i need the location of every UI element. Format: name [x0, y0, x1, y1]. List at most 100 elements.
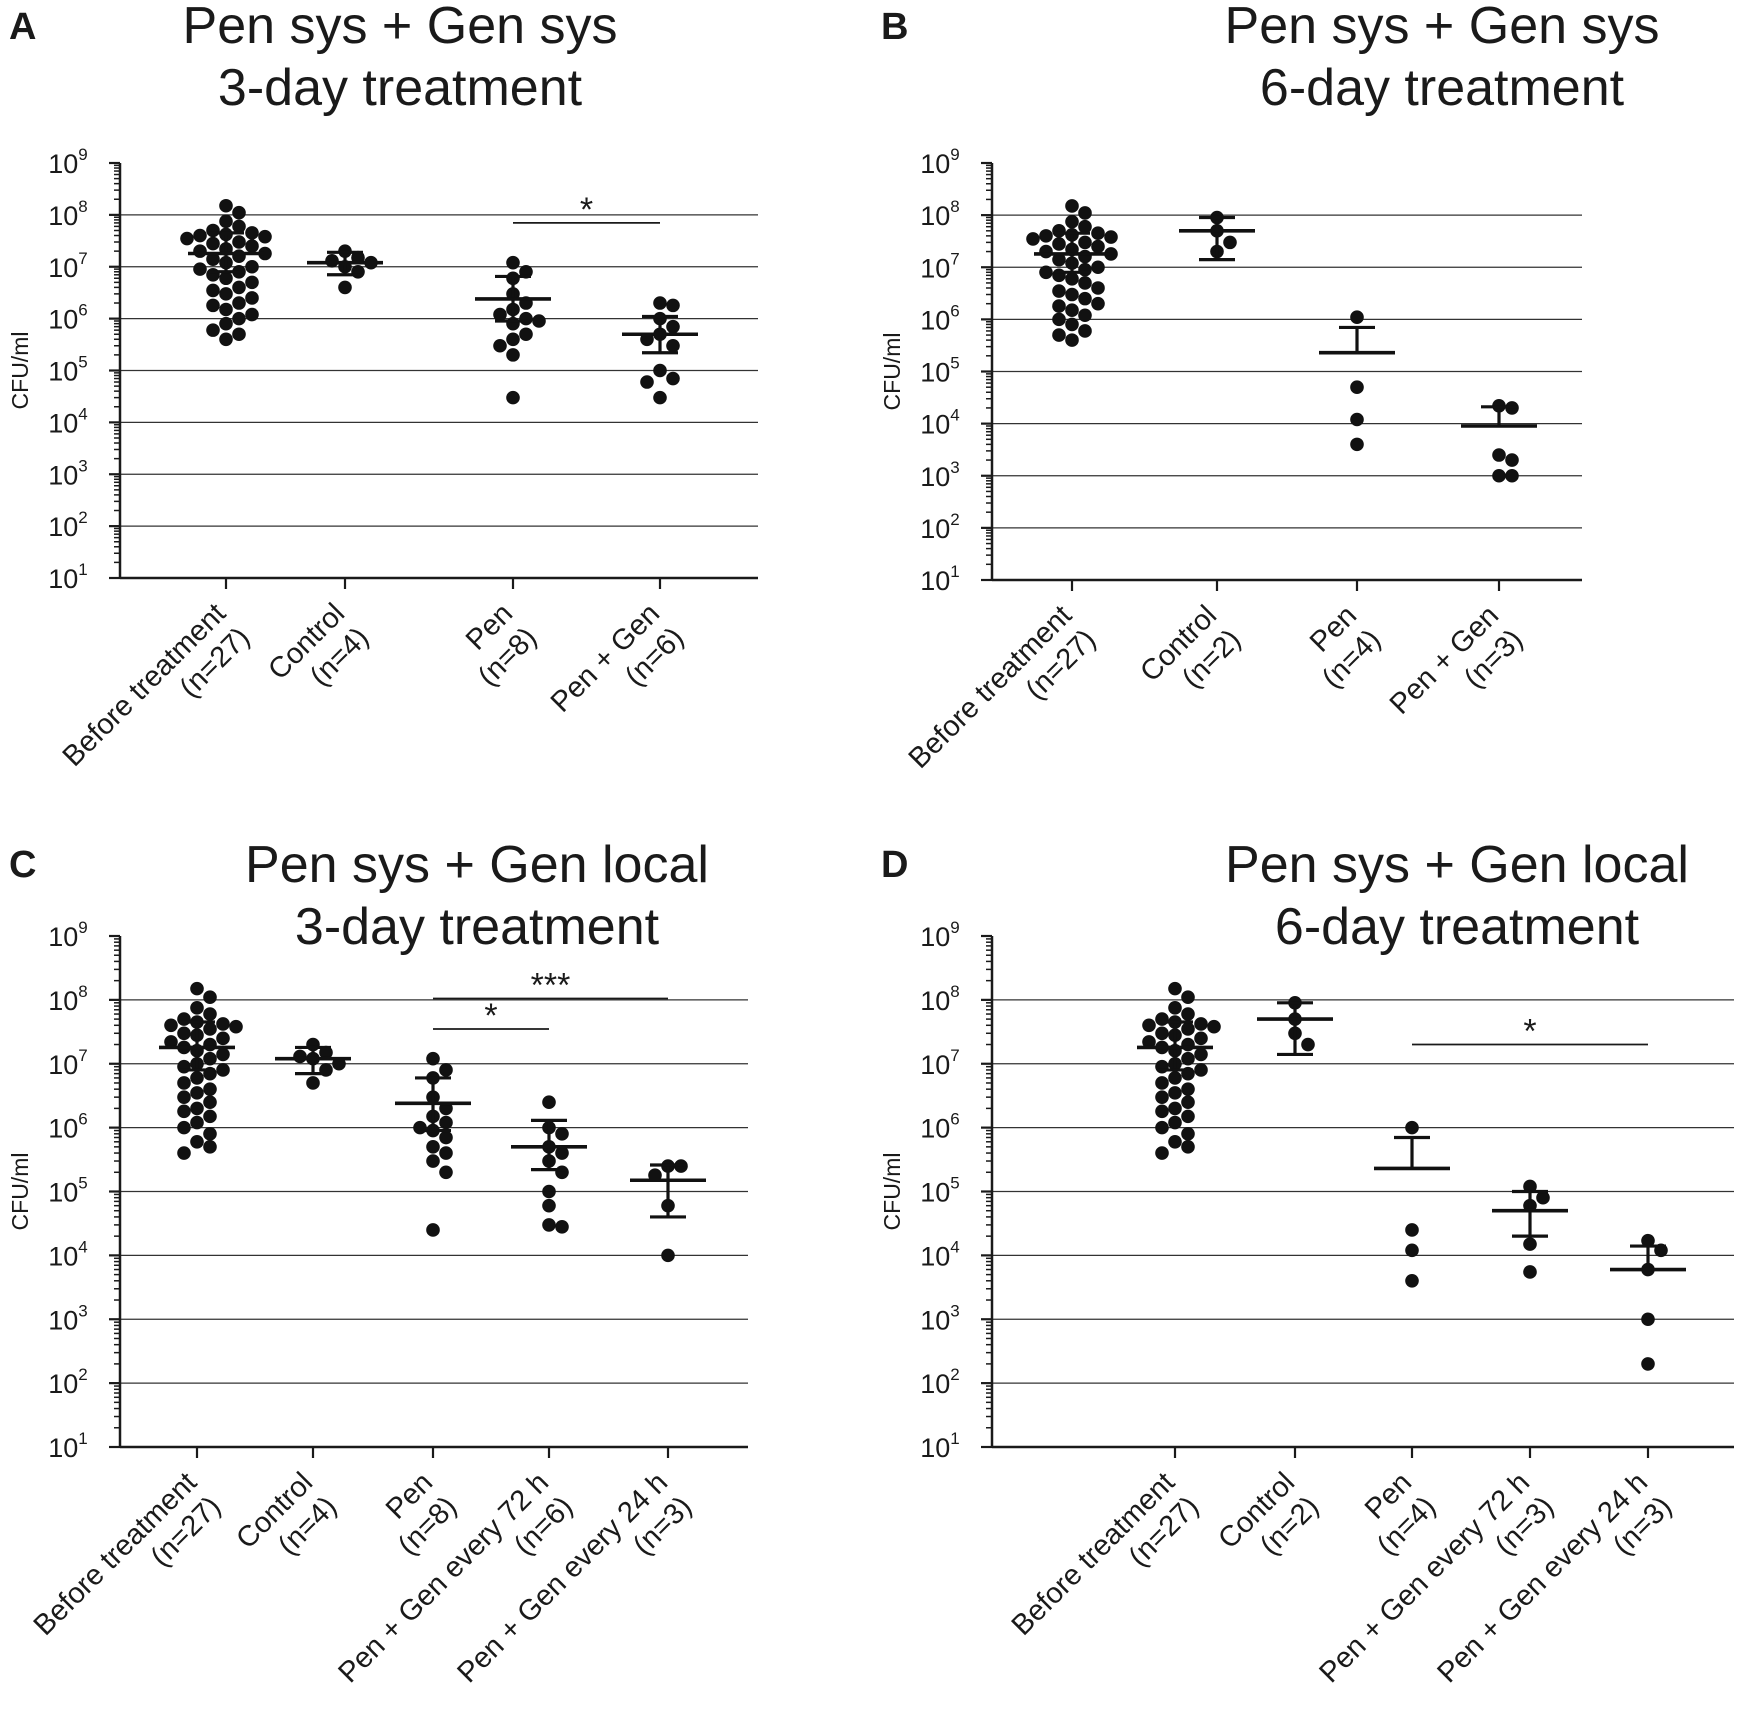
data-point: [1405, 1243, 1419, 1258]
data-point: [506, 348, 520, 362]
data-point: [319, 1045, 333, 1060]
y-tick-label: 103: [48, 1301, 88, 1335]
y-tick-label: 105: [48, 1174, 88, 1208]
data-point: [206, 252, 220, 266]
data-point: [190, 1134, 204, 1149]
data-point: [542, 1198, 556, 1213]
y-tick-label: 108: [48, 982, 88, 1016]
data-point: [1155, 1076, 1169, 1090]
x-category-label: Before treatment(n=27): [1006, 1466, 1205, 1665]
data-point: [229, 1019, 243, 1034]
data-point: [245, 259, 259, 274]
data-point: [1065, 317, 1079, 332]
x-category-label: Before treatment(n=27): [57, 597, 256, 796]
data-point: [232, 311, 246, 326]
data-point: [1078, 206, 1092, 220]
y-axis-label: CFU/ml: [879, 1153, 905, 1231]
data-point: [1181, 1109, 1195, 1124]
x-category-label: Pen(n=8): [448, 597, 543, 692]
y-tick-label: 107: [920, 249, 960, 283]
data-point: [177, 1120, 191, 1135]
data-point: [555, 1220, 569, 1234]
data-point: [439, 1063, 453, 1077]
panel-letter: A: [9, 6, 37, 48]
y-tick-label: 103: [920, 1301, 960, 1335]
data-point: [1168, 1086, 1182, 1100]
data-point: [164, 1018, 178, 1033]
data-point: [219, 302, 233, 317]
data-point: [1052, 268, 1066, 283]
y-tick-label: 102: [48, 1365, 88, 1399]
data-point: [653, 390, 667, 405]
y-tick-label: 106: [920, 301, 960, 335]
data-point: [203, 1109, 217, 1124]
data-point: [1181, 1082, 1195, 1096]
data-point: [203, 1022, 217, 1036]
x-category-label: Control(n=2): [1212, 1466, 1325, 1579]
y-tick-label: 105: [920, 1174, 960, 1208]
data-point: [1168, 981, 1182, 996]
y-tick-label: 101: [920, 562, 960, 596]
data-point: [1301, 1037, 1315, 1052]
data-point: [1350, 437, 1364, 452]
data-point: [1168, 1001, 1182, 1015]
data-point: [219, 316, 233, 331]
data-point: [1536, 1190, 1550, 1205]
y-tick-label: 104: [48, 1237, 88, 1271]
data-point: [1155, 1104, 1169, 1119]
data-point: [555, 1165, 569, 1180]
significance-label: *: [1523, 1013, 1536, 1051]
title-line-1: Pen sys + Gen sys: [182, 0, 618, 55]
x-category-label: Control(n=4): [230, 1466, 343, 1579]
data-point: [203, 990, 217, 1005]
data-point: [1142, 1035, 1156, 1049]
data-point: [1194, 1047, 1208, 1062]
significance-label: ***: [531, 967, 571, 1005]
data-point: [1194, 1031, 1208, 1046]
data-point: [180, 231, 194, 246]
data-point: [1091, 281, 1105, 295]
data-point: [177, 1076, 191, 1090]
panel-title: Pen sys + Gen local 6-day treatment: [1225, 834, 1689, 958]
data-point: [206, 323, 220, 337]
data-point: [1223, 235, 1237, 250]
data-point: [1641, 1357, 1655, 1371]
data-point: [1039, 244, 1053, 259]
y-tick-label: 102: [48, 508, 88, 542]
data-point: [1194, 1063, 1208, 1077]
panel-title: Pen sys + Gen local 3-day treatment: [245, 834, 709, 958]
y-axis-label: CFU/ml: [879, 333, 905, 411]
data-point: [1405, 1223, 1419, 1237]
data-point: [203, 1140, 217, 1154]
panel-a: A Pen sys + Gen sys 3-day treatment 101 1…: [0, 0, 872, 858]
data-point: [506, 332, 520, 347]
data-point: [193, 244, 207, 258]
chart-svg: 101 102 103 104 105 106 107 108 109 CFU/ml Before …: [7, 145, 758, 796]
data-point: [653, 363, 667, 378]
data-point: [1405, 1120, 1419, 1135]
data-point: [206, 236, 220, 251]
y-tick-label: 101: [48, 1429, 88, 1463]
data-point: [203, 1095, 217, 1110]
data-point: [1052, 252, 1066, 267]
panel-c: C Pen sys + Gen local 3-day treatment 10…: [0, 836, 872, 1694]
data-point: [506, 255, 520, 270]
data-point: [1091, 226, 1105, 241]
data-point: [555, 1146, 569, 1160]
data-point: [532, 314, 546, 328]
title-line-2: 3-day treatment: [294, 898, 660, 956]
data-point: [232, 327, 246, 342]
data-point: [164, 1035, 178, 1049]
data-point: [1078, 308, 1092, 323]
y-tick-label: 107: [48, 1046, 88, 1080]
data-point: [216, 1047, 230, 1062]
data-point: [1091, 260, 1105, 275]
data-point: [203, 1007, 217, 1021]
data-point: [216, 1017, 230, 1031]
y-tick-label: 102: [920, 510, 960, 544]
data-point: [653, 296, 667, 310]
data-point: [506, 390, 520, 405]
data-point: [258, 246, 272, 261]
data-point: [493, 307, 507, 322]
data-point: [193, 228, 207, 243]
